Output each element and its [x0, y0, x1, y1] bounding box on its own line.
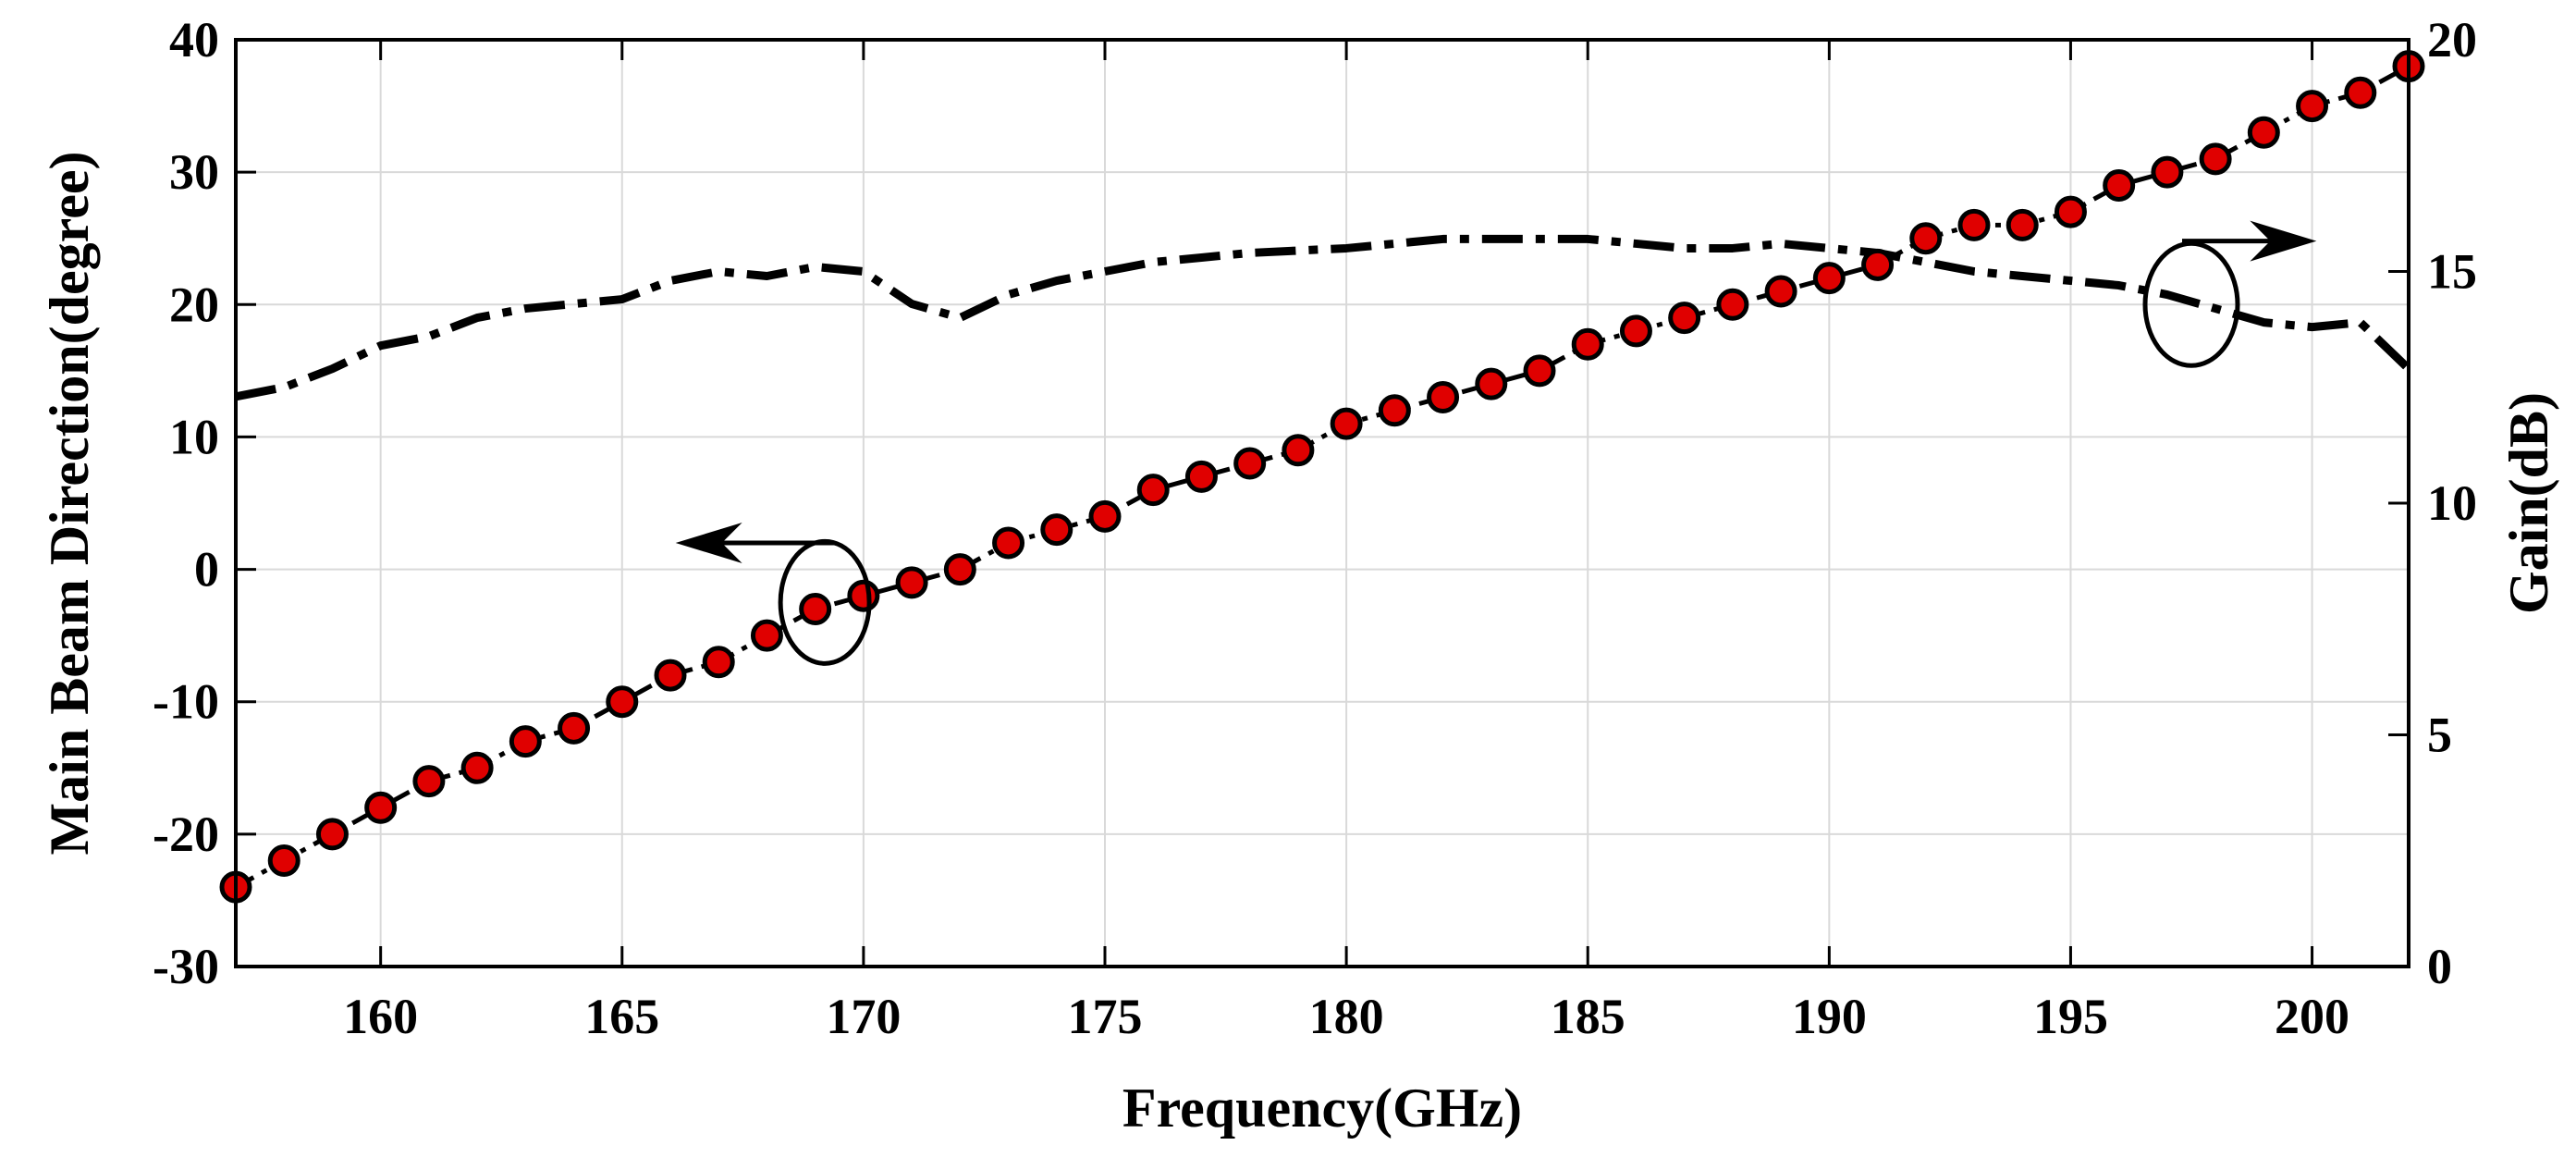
beam-direction-marker	[1571, 327, 1604, 361]
x-tick-label: 180	[1309, 989, 1384, 1044]
y-tick-label: 0	[194, 542, 219, 597]
beam-direction-marker	[2199, 142, 2232, 176]
beam-direction-marker	[315, 818, 349, 851]
beam-direction-marker	[1282, 434, 1315, 467]
beam-direction-marker	[1523, 354, 1556, 388]
beam-direction-marker	[1668, 302, 1701, 335]
y2-tick-label: 20	[2427, 12, 2477, 68]
beam-direction-marker	[992, 526, 1025, 560]
y-tick-label: 20	[169, 277, 219, 332]
beam-direction-marker	[2296, 90, 2329, 123]
beam-direction-marker	[1040, 513, 1073, 547]
beam-direction-marker	[2151, 155, 2184, 189]
beam-direction-marker	[1764, 275, 1797, 308]
beam-annotation-arrowhead	[675, 522, 742, 563]
y-tick-label: -10	[153, 674, 219, 730]
beam-direction-marker	[1427, 380, 1460, 413]
beam-direction-marker	[943, 553, 976, 586]
beam-direction-marker	[1812, 262, 1846, 295]
y-axis-title: Main Beam Direction(degree)	[39, 152, 100, 856]
beam-direction-marker	[1861, 248, 1895, 281]
gain-series	[235, 234, 2412, 401]
beam-direction-marker	[847, 579, 880, 612]
y2-tick-label: 5	[2427, 708, 2452, 763]
y2-tick-label: 0	[2427, 939, 2452, 994]
beam-direction-marker	[606, 685, 639, 719]
beam-direction-marker	[2054, 195, 2087, 228]
beam-direction-marker	[1909, 222, 1943, 255]
x-tick-label: 160	[343, 989, 418, 1044]
beam-direction-marker	[2344, 76, 2377, 109]
x-tick-label: 185	[1551, 989, 1625, 1044]
annotations	[675, 220, 2317, 666]
y2-tick-label: 15	[2427, 244, 2477, 300]
beam-direction-marker	[1136, 474, 1170, 507]
y-tick-label: 10	[169, 409, 219, 464]
beam-direction-marker	[1619, 314, 1652, 348]
y-tick-label: 30	[169, 144, 219, 200]
y-tick-label: 40	[169, 12, 219, 68]
beam-direction-marker	[412, 765, 446, 798]
gain-annotation-ellipse	[2142, 240, 2240, 368]
gain-line	[235, 234, 2412, 401]
beam-direction-marker	[558, 711, 591, 745]
beam-direction-marker	[1088, 499, 1122, 533]
beam-direction-marker	[750, 619, 783, 652]
x-tick-label: 190	[1792, 989, 1867, 1044]
beam-direction-marker	[460, 751, 494, 784]
gain-annotation-arrowhead	[2250, 220, 2317, 262]
plot-frame	[234, 38, 2410, 968]
beam-direction-marker	[267, 844, 301, 877]
x-tick-label: 170	[826, 989, 901, 1044]
y2-axis-title: Gain(dB)	[2498, 392, 2559, 614]
beam-direction-marker	[1378, 394, 1411, 427]
beam-direction-marker	[1330, 407, 1363, 440]
x-tick-label: 200	[2275, 989, 2349, 1044]
beam-direction-marker	[1475, 367, 1508, 400]
grid-lines	[236, 40, 2409, 967]
x-tick-label: 175	[1068, 989, 1143, 1044]
beam-direction-marker	[2247, 116, 2280, 149]
beam-direction-marker	[509, 725, 542, 758]
x-tick-label: 165	[584, 989, 659, 1044]
ticks	[236, 38, 2409, 968]
beam-direction-marker	[895, 566, 928, 599]
beam-direction-marker	[654, 659, 687, 692]
y-tick-label: -20	[153, 807, 219, 862]
beam-direction-marker	[1233, 447, 1267, 480]
beam-direction-marker	[702, 646, 735, 679]
x-axis-title: Frequency(GHz)	[1122, 1078, 1522, 1139]
beam-direction-line	[234, 64, 2410, 890]
beam-direction-marker	[2006, 208, 2039, 241]
beam-direction-marker	[1184, 460, 1218, 493]
beam-direction-marker	[364, 791, 398, 824]
beam-direction-series	[219, 50, 2425, 904]
tick-labels: 160 165 170 175 180 185 190 195 200-30-20-100102…	[153, 12, 2477, 1044]
y-tick-label: -30	[153, 939, 219, 994]
beam-direction-marker	[2103, 168, 2136, 202]
beam-direction-marker	[1957, 208, 1991, 241]
x-tick-label: 195	[2033, 989, 2108, 1044]
y2-tick-label: 10	[2427, 475, 2477, 531]
beam-direction-marker	[1716, 288, 1749, 321]
beam-direction-marker	[799, 593, 832, 626]
